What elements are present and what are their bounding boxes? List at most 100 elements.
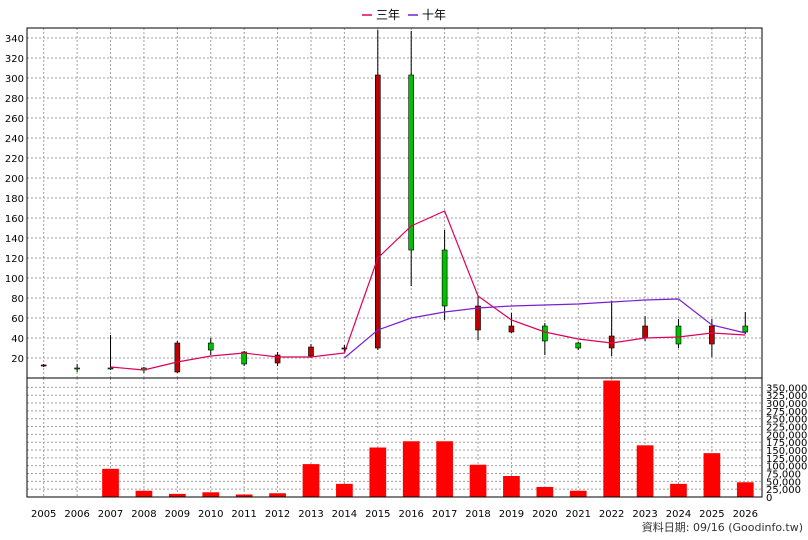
x-tick-label: 2015	[365, 509, 390, 520]
candle-body-down	[709, 325, 715, 345]
volume-bar	[302, 464, 320, 497]
volume-bar	[436, 441, 453, 497]
candlesticks	[40, 30, 749, 373]
x-tick-label: 2022	[599, 509, 624, 520]
x-tick-label: 2016	[398, 509, 423, 520]
volume-bar	[736, 482, 754, 497]
price-tick-label: 200	[5, 174, 24, 185]
x-tick-label: 2005	[31, 509, 56, 520]
price-tick-label: 100	[5, 274, 24, 285]
volume-tick-label: 225,000	[766, 423, 807, 434]
volume-bars	[35, 380, 754, 498]
x-tick-label: 2020	[532, 509, 557, 520]
price-tick-label: 60	[11, 314, 24, 325]
candle-body-up	[441, 249, 448, 307]
legend-label-ma10: 十年	[422, 8, 446, 22]
ma3-line	[110, 210, 746, 371]
x-tick-label: 2013	[298, 509, 323, 520]
x-tick-label: 2010	[198, 509, 223, 520]
legend-label-ma3: 三年	[376, 8, 400, 22]
volume-bar	[369, 447, 387, 497]
price-tick-label: 300	[5, 74, 24, 85]
volume-bar	[336, 483, 353, 497]
x-tick-label: 2023	[632, 509, 657, 520]
x-tick-label: 2025	[699, 509, 724, 520]
x-tick-label: 2007	[98, 509, 123, 520]
volume-tick-label: 275,000	[766, 407, 807, 418]
x-tick-label: 2026	[733, 509, 758, 520]
candle-body-down	[40, 364, 47, 367]
price-tick-label: 40	[11, 334, 24, 345]
candle-body-up	[107, 367, 114, 370]
price-tick-label: 120	[5, 254, 24, 265]
candle-body-up	[74, 367, 80, 370]
volume-bar	[469, 464, 487, 497]
volume-bar	[703, 453, 721, 497]
x-tick-label: 2014	[332, 509, 357, 520]
candle-body-down	[475, 305, 481, 331]
candle-body-up	[742, 325, 749, 333]
volume-bar	[636, 445, 654, 497]
volume-bar	[269, 493, 286, 497]
candle-body-up	[675, 325, 682, 345]
volume-tick-label: 325,000	[766, 391, 807, 402]
volume-tick-label: 175,000	[766, 438, 807, 449]
volume-bar	[569, 490, 587, 497]
candle-body-down	[642, 325, 648, 339]
candle-body-down	[374, 74, 381, 349]
volume-tick-label: 50,000	[766, 477, 801, 488]
price-tick-label: 20	[11, 354, 24, 365]
x-tick-label: 2018	[465, 509, 490, 520]
x-tick-label: 2017	[432, 509, 457, 520]
volume-bar	[503, 476, 520, 497]
volume-axis-ticks: 025,00050,00075,000100,000125,000150,000…	[766, 383, 807, 504]
price-tick-label: 340	[5, 34, 24, 45]
volume-tick-label: 200,000	[766, 430, 807, 441]
candle-body-up	[575, 342, 582, 349]
price-tick-label: 280	[5, 94, 24, 105]
candle-body-up	[207, 342, 214, 351]
candle-body-up	[241, 351, 247, 365]
x-tick-label: 2008	[131, 509, 156, 520]
price-tick-label: 140	[5, 234, 24, 245]
candle-body-up	[408, 74, 415, 251]
x-tick-label: 2011	[231, 509, 256, 520]
x-tick-label: 2006	[64, 509, 89, 520]
moving-average-lines	[110, 210, 746, 371]
ma10-line	[344, 298, 746, 359]
volume-tick-label: 350,000	[766, 383, 807, 394]
candle-body-down	[174, 342, 181, 373]
price-tick-label: 160	[5, 214, 24, 225]
data-date-footer: 資料日期: 09/16 (Goodinfo.tw)	[642, 520, 803, 534]
price-tick-label: 220	[5, 154, 24, 165]
candle-body-down	[308, 346, 314, 357]
volume-tick-label: 0	[766, 493, 772, 504]
x-tick-label: 2021	[566, 509, 591, 520]
price-tick-label: 260	[5, 114, 24, 125]
volume-bar	[168, 493, 186, 497]
volume-tick-label: 125,000	[766, 454, 807, 465]
volume-tick-label: 25,000	[766, 485, 801, 496]
candle-body-down	[274, 354, 281, 364]
volume-bar	[135, 490, 153, 497]
price-tick-label: 180	[5, 194, 24, 205]
price-tick-label: 320	[5, 54, 24, 65]
volume-bar	[202, 492, 220, 497]
price-grid	[27, 28, 762, 378]
price-tick-label: 240	[5, 134, 24, 145]
price-panel-border	[26, 27, 763, 379]
candle-body-down	[341, 347, 348, 350]
volume-panel-border	[26, 377, 763, 498]
candle-body-down	[608, 335, 615, 349]
volume-tick-label: 300,000	[766, 399, 807, 410]
candle-body-down	[508, 325, 515, 333]
x-tick-label: 2012	[265, 509, 290, 520]
legend: 三年 十年	[362, 8, 446, 22]
volume-bar	[670, 483, 687, 497]
x-tick-label: 2009	[165, 509, 190, 520]
volume-bar	[235, 494, 253, 497]
volume-bar	[536, 486, 554, 497]
volume-tick-label: 100,000	[766, 462, 807, 473]
volume-tick-label: 250,000	[766, 415, 807, 426]
